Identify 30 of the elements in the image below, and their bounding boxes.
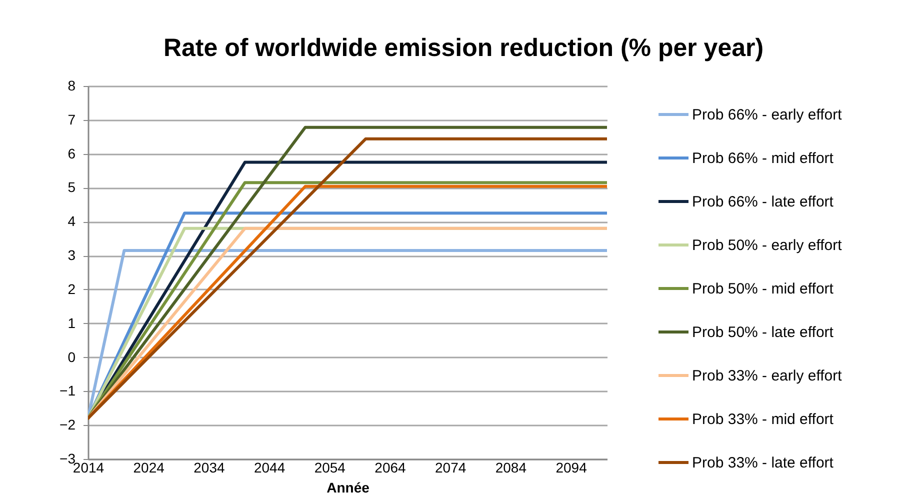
legend-label: Prob 50% - mid effort: [692, 280, 834, 298]
x-tick-label: 2034: [194, 460, 225, 476]
legend-label: Prob 66% - early effort: [692, 106, 843, 124]
y-tick-label: −2: [60, 416, 76, 433]
legend-label: Prob 50% - late effort: [692, 324, 834, 341]
x-tick-label: 2084: [495, 460, 527, 476]
y-tick-label: 3: [68, 247, 76, 264]
legend-label: Prob 33% - mid effort: [692, 411, 834, 428]
x-tick-label: 2064: [374, 460, 406, 476]
x-tick-label: 2024: [133, 460, 165, 476]
x-tick-label: 2054: [314, 460, 346, 476]
legend-label: Prob 33% - early effort: [692, 368, 843, 384]
y-tick-label: 1: [68, 314, 76, 331]
y-tick-label: 4: [68, 213, 76, 230]
x-tick-label: 2074: [435, 460, 466, 476]
y-tick-label: 7: [68, 111, 76, 128]
legend-label: Prob 66% - mid effort: [692, 150, 834, 167]
legend-label: Prob 50% - early effort: [692, 237, 843, 254]
x-axis-title: Année: [326, 480, 370, 496]
y-tick-label: 2: [68, 280, 76, 297]
y-tick-label: 5: [68, 179, 76, 196]
y-tick-label: 0: [68, 348, 76, 365]
x-tick-label: 2044: [254, 460, 286, 476]
x-tick-label: 2094: [556, 460, 588, 476]
legend-label: Prob 33% - late effort: [692, 454, 834, 472]
y-tick-label: −1: [60, 382, 76, 399]
chart-title: Rate of worldwide emission reduction (% per year): [163, 34, 764, 62]
legend-label: Prob 66% - late effort: [692, 194, 834, 210]
y-tick-label: 8: [68, 78, 76, 94]
y-tick-label: 6: [68, 145, 76, 162]
